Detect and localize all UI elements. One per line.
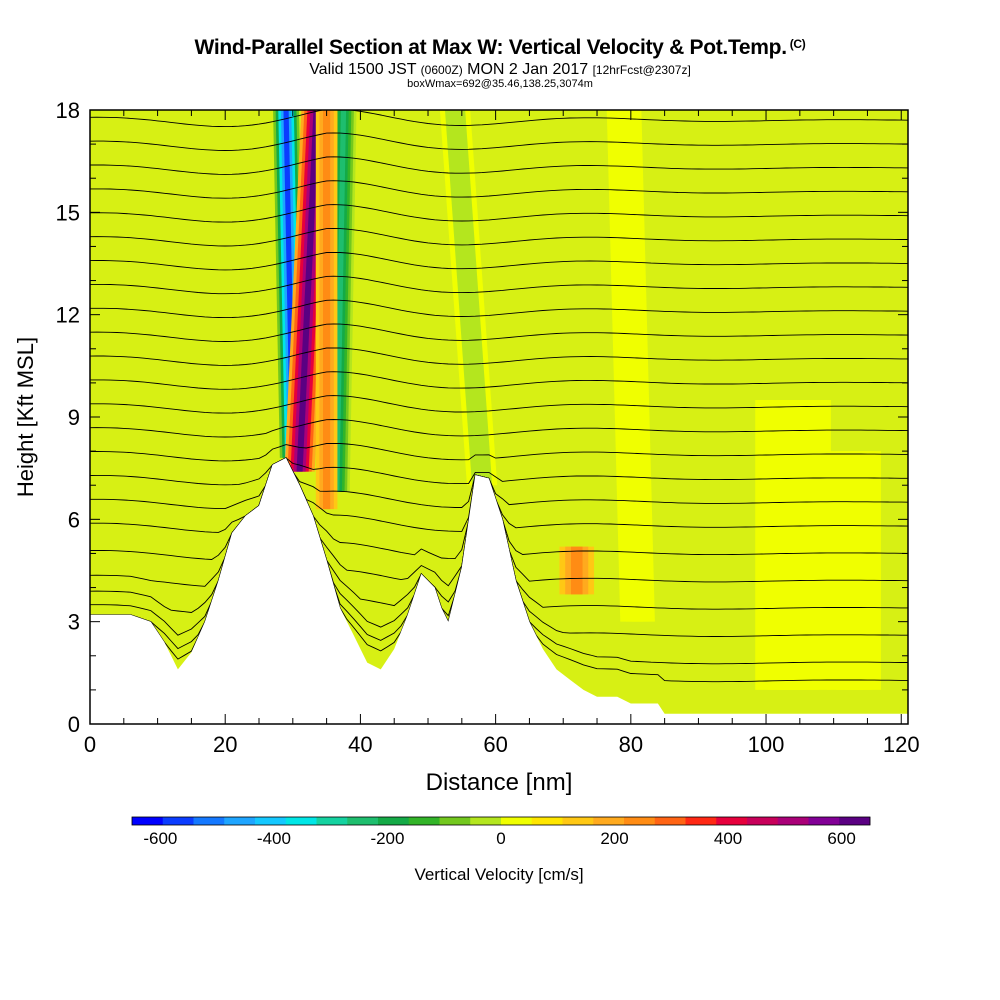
colorbar-tick-label: -600: [143, 829, 177, 848]
valid-utc: (0600Z): [420, 63, 463, 77]
colorbar-tick-label: 400: [714, 829, 742, 848]
theta-contour-19: [90, 204, 908, 223]
y-tick-label: 12: [56, 303, 80, 328]
colorbar: [131, 816, 871, 826]
theta-contour-15: [90, 299, 908, 319]
theta-contour-14: [90, 323, 908, 342]
plot-area: [90, 61, 908, 724]
box-info: boxWmax=692@35.46,138.25,3074m: [407, 78, 593, 90]
colorbar-swatch: [562, 817, 594, 825]
x-tick-labels: 0 20 40 60 80 100 120: [84, 732, 920, 757]
colorbar-swatch: [408, 817, 440, 825]
colorbar-tick-label: 200: [600, 829, 628, 848]
colorbar-label: Vertical Velocity [cm/s]: [414, 865, 583, 884]
y-axis-label: Height [Kft MSL]: [13, 337, 38, 497]
theta-contour-16: [90, 275, 908, 295]
colorbar-swatch: [624, 817, 656, 825]
theta-contour-25: [90, 61, 908, 79]
copyright-mark: (C): [789, 37, 806, 51]
theta-contour-18: [90, 228, 908, 247]
x-tick-label: 20: [213, 732, 237, 757]
theta-contour-10: [90, 419, 908, 438]
w-band-4-1: [450, 110, 488, 486]
theta-contour-9: [90, 442, 908, 462]
colorbar-swatch: [285, 817, 317, 825]
colorbar-swatch: [501, 817, 533, 825]
y-tick-label: 15: [56, 200, 80, 225]
potential-temperature-contours: [90, 61, 908, 683]
theta-contour-7: [90, 457, 908, 510]
x-tick-label: 0: [84, 732, 96, 757]
colorbar-swatch: [347, 817, 379, 825]
colorbar-swatch: [470, 817, 502, 825]
y-tick-label: 9: [68, 405, 80, 430]
colorbar-tick-label: -200: [370, 829, 404, 848]
y-tick-label: 18: [56, 98, 80, 123]
colorbar-swatch: [716, 817, 748, 825]
y-tick-label: 0: [68, 712, 80, 737]
theta-contour-12: [90, 371, 908, 390]
theta-contour-24: [90, 85, 908, 103]
colorbar-swatch: [162, 817, 194, 825]
colorbar-swatch: [839, 817, 871, 825]
theta-contour-23: [90, 110, 908, 128]
valid-date: MON 2 Jan 2017: [467, 61, 589, 78]
colorbar-swatch: [531, 817, 563, 825]
colorbar-tick-label: 0: [496, 829, 505, 848]
valid-label: Valid 1500 JST: [309, 61, 417, 78]
x-tick-label: 120: [883, 732, 920, 757]
y-tick-labels: 0 3 6 9 12 15 18: [56, 98, 80, 737]
colorbar-swatch: [747, 817, 779, 825]
w-band-7-1: [780, 399, 806, 690]
title-text: Wind-Parallel Section at Max W: Vertical…: [194, 36, 788, 59]
theta-contour-21: [90, 156, 908, 175]
x-tick-label: 40: [348, 732, 372, 757]
colorbar-swatch: [255, 817, 287, 825]
theta-contour-6: [90, 457, 908, 533]
colorbar-tick-label: -400: [257, 829, 291, 848]
terrain: [90, 457, 908, 724]
theta-contour-22: [90, 132, 908, 151]
colorbar-swatch: [593, 817, 625, 825]
colorbar-swatch: [808, 817, 840, 825]
w-band-8-1: [844, 451, 863, 690]
colorbar-swatch: [132, 817, 164, 825]
theta-contour-8: [90, 457, 908, 486]
y-tick-label: 3: [68, 610, 80, 635]
colorbar-tick-label: 600: [827, 829, 855, 848]
axis-ticks: [89, 109, 908, 725]
theta-contour-17: [90, 251, 908, 271]
colorbar-swatch: [777, 817, 809, 825]
w-band-1-1: [296, 110, 320, 472]
forecast-label: [12hrFcst@2307z]: [592, 63, 691, 77]
colorbar-swatch: [439, 817, 471, 825]
vertical-velocity-field: [273, 110, 881, 690]
theta-contour-13: [90, 347, 908, 366]
colorbar-swatch: [654, 817, 686, 825]
theta-contour-11: [90, 395, 908, 414]
colorbar-swatch: [685, 817, 717, 825]
x-tick-label: 100: [748, 732, 785, 757]
theta-contour-20: [90, 180, 908, 199]
x-tick-label: 80: [619, 732, 643, 757]
colorbar-swatch: [224, 817, 256, 825]
w-band-3-1: [323, 110, 331, 510]
colorbar-tick-labels: -600 -400 -200 0 200 400 600: [143, 829, 855, 848]
x-tick-label: 60: [483, 732, 507, 757]
colorbar-swatch: [193, 817, 225, 825]
colorbar-swatch: [378, 817, 410, 825]
y-tick-label: 6: [68, 507, 80, 532]
w-band-5-1: [570, 546, 583, 595]
colorbar-swatch: [316, 817, 348, 825]
colorbar-frame: [131, 816, 871, 826]
x-axis-label: Distance [nm]: [426, 769, 573, 796]
chart-subtitle: Valid 1500 JST (0600Z) MON 2 Jan 2017 [1…: [0, 61, 1000, 79]
chart-title: Wind-Parallel Section at Max W: Vertical…: [0, 36, 1000, 60]
